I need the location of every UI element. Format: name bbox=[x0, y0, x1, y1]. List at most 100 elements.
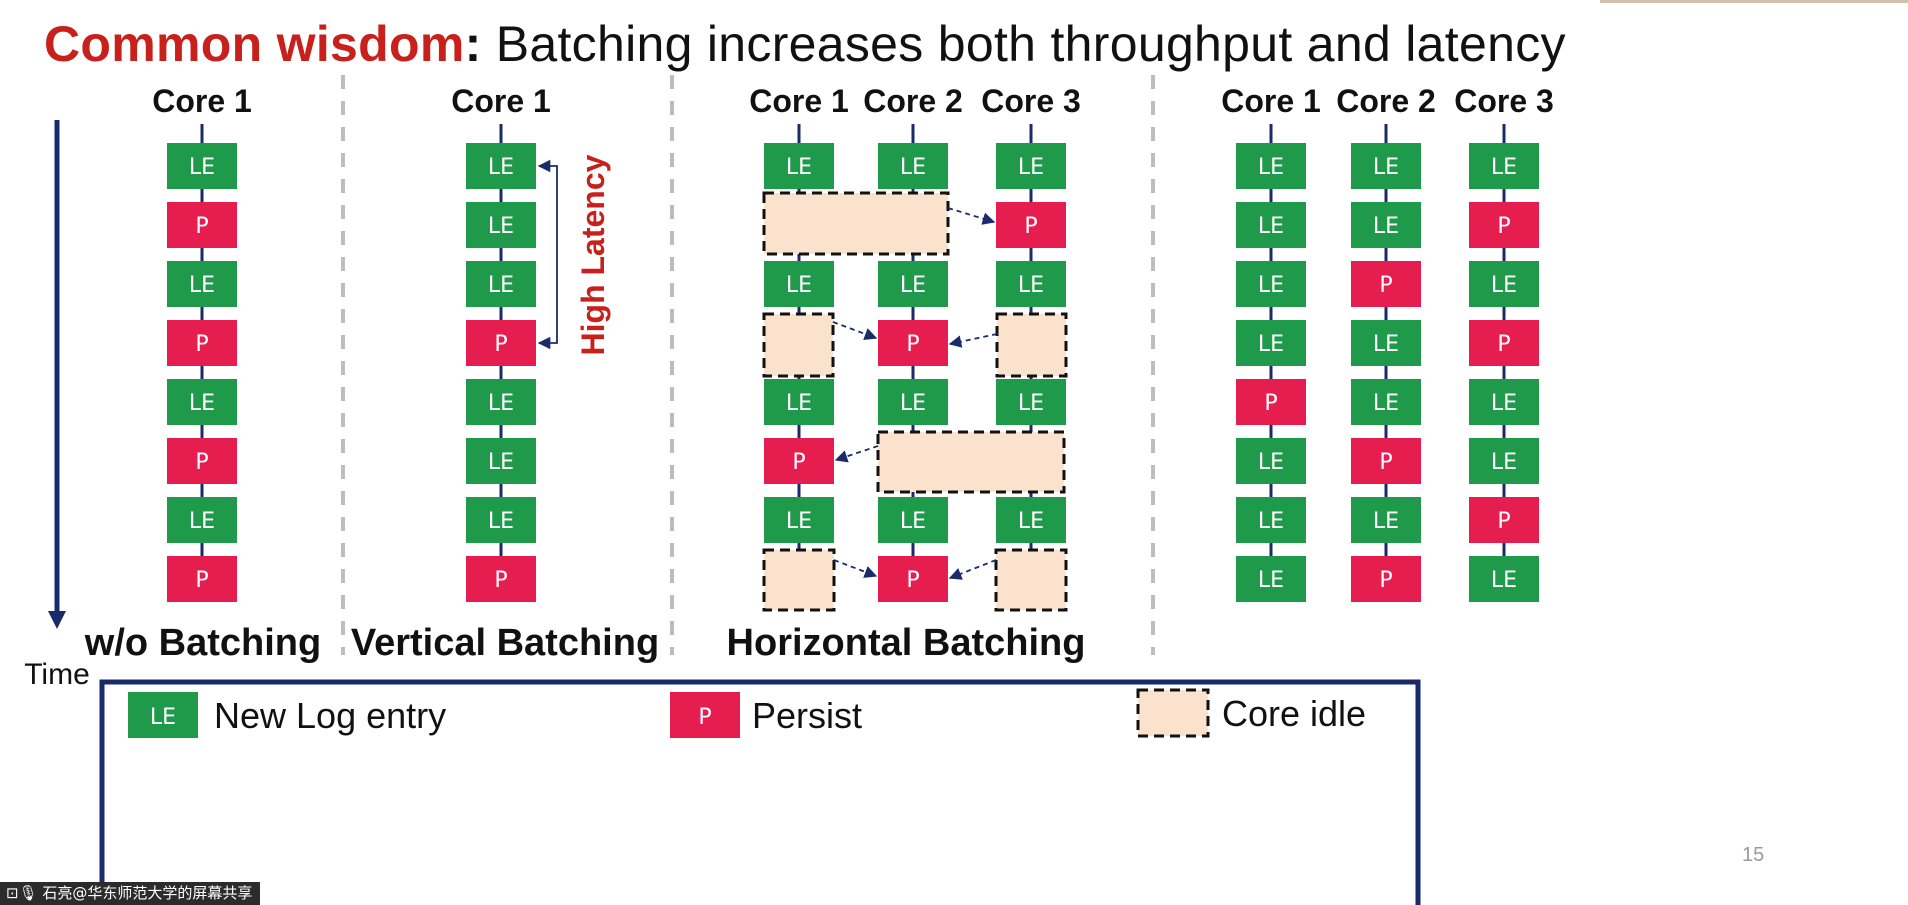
idle-region-row4-core1 bbox=[762, 312, 835, 378]
box-label: LE bbox=[1373, 155, 1399, 180]
core-column-1: Core 1 LE LE LE LE P LE LE LE bbox=[1221, 83, 1321, 602]
idle-region-row2 bbox=[762, 191, 950, 256]
persist-box bbox=[167, 438, 237, 484]
panel-caption: w/o Batching bbox=[84, 622, 321, 664]
log-entry-box bbox=[996, 143, 1066, 189]
panel-caption: Horizontal Batching bbox=[727, 622, 1086, 664]
box-label: P bbox=[1264, 391, 1277, 416]
log-entry-box bbox=[1236, 143, 1306, 189]
box-label: LE bbox=[189, 155, 215, 180]
box-row-7: LE bbox=[167, 497, 237, 543]
log-entry-box bbox=[1469, 556, 1539, 602]
log-entry-box bbox=[1236, 497, 1306, 543]
box-label: LE bbox=[1491, 450, 1517, 475]
legend-frame bbox=[99, 679, 1421, 905]
persist-box bbox=[466, 556, 536, 602]
log-entry-box bbox=[878, 497, 948, 543]
box-label: LE bbox=[189, 509, 215, 534]
box-row-3: LE bbox=[996, 261, 1066, 307]
persist-box bbox=[1351, 556, 1421, 602]
legend: LE New Log entry P Persist Core idle bbox=[99, 679, 1421, 905]
horizontal-idle-regions bbox=[762, 191, 1068, 612]
box-row-7: P bbox=[1469, 497, 1539, 543]
log-entry-box bbox=[466, 202, 536, 248]
idle-region-row4-core3 bbox=[995, 312, 1068, 378]
panel-1: Core 1 LE P LE P LE P LE Pw/o Batching bbox=[84, 83, 321, 664]
box-row-1: LE bbox=[764, 143, 834, 189]
log-entry-box bbox=[1469, 261, 1539, 307]
log-entry-box bbox=[167, 143, 237, 189]
box-row-7: LE bbox=[1236, 497, 1306, 543]
log-entry-box bbox=[1236, 202, 1306, 248]
core-column-3: Core 3 LE P LE LE LE bbox=[981, 83, 1081, 602]
box-row-6: P bbox=[764, 438, 834, 484]
handoff-arrow bbox=[948, 333, 998, 348]
box-row-8: LE bbox=[1469, 556, 1539, 602]
box-row-7: LE bbox=[466, 497, 536, 543]
log-entry-box bbox=[466, 143, 536, 189]
legend-item-persist: P Persist bbox=[670, 692, 862, 738]
log-entry-box bbox=[764, 379, 834, 425]
box-row-3: LE bbox=[764, 261, 834, 307]
persist-box bbox=[1351, 438, 1421, 484]
core-header: Core 2 bbox=[1336, 83, 1436, 119]
box-row-3: LE bbox=[1469, 261, 1539, 307]
handoff-arrow bbox=[947, 207, 996, 225]
box-row-6: LE bbox=[1469, 438, 1539, 484]
core-header: Core 3 bbox=[1454, 83, 1554, 119]
slide-number: 15 bbox=[1742, 844, 1765, 866]
handoff-arrow bbox=[834, 445, 879, 463]
box-label: P bbox=[906, 568, 919, 593]
core-column-3: Core 3 LE P LE P LE LE P LE bbox=[1454, 83, 1554, 602]
box-label: P bbox=[1497, 332, 1510, 357]
box-label: LE bbox=[488, 155, 514, 180]
box-row-1: LE bbox=[878, 143, 948, 189]
box-row-7: LE bbox=[764, 497, 834, 543]
slide-title: Common wisdom: Batching increases both t… bbox=[44, 12, 1566, 76]
log-entry-box bbox=[167, 261, 237, 307]
persist-box bbox=[167, 202, 237, 248]
box-label: LE bbox=[1491, 391, 1517, 416]
box-row-4: LE bbox=[1236, 320, 1306, 366]
box-label: LE bbox=[1491, 155, 1517, 180]
persist-box bbox=[878, 556, 948, 602]
box-row-6: P bbox=[1351, 438, 1421, 484]
box-label: P bbox=[494, 332, 507, 357]
box-row-4: P bbox=[1469, 320, 1539, 366]
box-label: LE bbox=[1258, 568, 1284, 593]
box-label: P bbox=[1497, 214, 1510, 239]
log-entry-box bbox=[1351, 143, 1421, 189]
box-label: LE bbox=[189, 391, 215, 416]
log-entry-box bbox=[1351, 320, 1421, 366]
box-row-1: LE bbox=[167, 143, 237, 189]
log-entry-box bbox=[167, 497, 237, 543]
panel-caption: Vertical Batching bbox=[351, 622, 659, 664]
box-row-5: LE bbox=[466, 379, 536, 425]
log-entry-box bbox=[466, 438, 536, 484]
persist-box bbox=[1236, 379, 1306, 425]
log-entry-box bbox=[466, 379, 536, 425]
title-colon: : bbox=[464, 16, 482, 72]
log-entry-box bbox=[1236, 320, 1306, 366]
legend-item-core-idle: Core idle bbox=[1136, 688, 1366, 738]
box-label: LE bbox=[1018, 391, 1044, 416]
box-label: P bbox=[195, 450, 208, 475]
box-label: P bbox=[1024, 214, 1037, 239]
box-label: LE bbox=[189, 273, 215, 298]
core-header: Core 1 bbox=[749, 83, 849, 119]
box-label: LE bbox=[1373, 391, 1399, 416]
log-entry-box bbox=[1469, 379, 1539, 425]
box-label: LE bbox=[1258, 155, 1284, 180]
legend-p-swatch-label: P bbox=[698, 705, 711, 730]
box-label: LE bbox=[900, 155, 926, 180]
box-label: LE bbox=[1491, 568, 1517, 593]
core-header: Core 3 bbox=[981, 83, 1081, 119]
screen-share-text: 石亮@华东师范大学的屏幕共享 bbox=[42, 884, 253, 902]
title-rest: Batching increases both throughput and l… bbox=[481, 16, 1566, 72]
legend-le-text: New Log entry bbox=[214, 695, 446, 736]
core-header: Core 1 bbox=[152, 83, 252, 119]
box-row-1: LE bbox=[1469, 143, 1539, 189]
box-row-2: LE bbox=[1351, 202, 1421, 248]
